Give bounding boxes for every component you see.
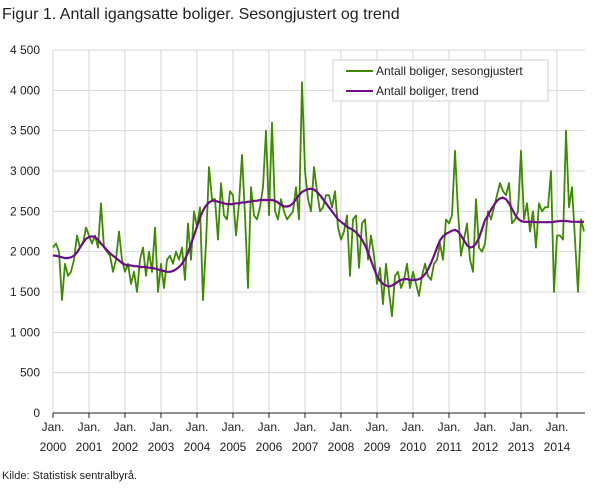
x-tick-label-month: Jan. xyxy=(366,420,389,434)
gridlines xyxy=(52,49,585,414)
y-tick-label: 1 500 xyxy=(10,285,40,299)
x-tick-label-month: Jan. xyxy=(510,420,533,434)
x-tick-label-month: Jan. xyxy=(186,420,209,434)
x-tick-label-year: 2002 xyxy=(112,440,139,454)
x-tick-label-year: 2013 xyxy=(508,440,535,454)
y-tick-label: 4 500 xyxy=(10,43,40,57)
legend-label-sesongjustert: Antall boliger, sesongjustert xyxy=(376,64,523,78)
x-tick-label-year: 2003 xyxy=(148,440,175,454)
y-tick-label: 4 000 xyxy=(10,83,40,97)
x-tick-label-month: Jan. xyxy=(114,420,137,434)
x-axis-ticks: Jan. 2000 Jan. 2001 Jan. 2002 Jan. 2003 Jan. 2004… xyxy=(40,412,585,454)
y-tick-label: 3 000 xyxy=(10,164,40,178)
x-tick-label-month: Jan. xyxy=(546,420,569,434)
legend: Antall boliger, sesongjustert Antall bol… xyxy=(332,59,549,102)
x-tick-label-month: Jan. xyxy=(474,420,497,434)
x-tick-label-year: 2004 xyxy=(184,440,211,454)
y-tick-label: 2 000 xyxy=(10,245,40,259)
chart-title: Figur 1. Antall igangsatte boliger. Seso… xyxy=(2,6,400,23)
x-tick-label-year: 2009 xyxy=(364,440,391,454)
x-tick-label-year: 2012 xyxy=(472,440,499,454)
series-line-trend xyxy=(53,187,584,288)
y-tick-label: 1 000 xyxy=(10,325,40,339)
x-tick-label-year: 2007 xyxy=(292,440,319,454)
x-tick-label-month: Jan. xyxy=(258,420,281,434)
legend-label-trend: Antall boliger, trend xyxy=(376,84,479,98)
x-tick-label-month: Jan. xyxy=(222,420,245,434)
y-tick-label: 500 xyxy=(20,366,40,380)
x-tick-label-year: 2005 xyxy=(220,440,247,454)
x-tick-label-year: 2011 xyxy=(436,440,462,454)
x-tick-label-year: 2000 xyxy=(40,440,67,454)
x-tick-label-year: 2001 xyxy=(76,440,103,454)
series-lines xyxy=(52,81,585,318)
x-tick-label-year: 2014 xyxy=(544,440,571,454)
x-tick-label-month: Jan. xyxy=(438,420,461,434)
x-tick-label-month: Jan. xyxy=(78,420,101,434)
x-tick-label-month: Jan. xyxy=(402,420,425,434)
y-axis-ticks: 0 500 1 000 1 500 2 000 2 500 3 000 3 500 4 000 4… xyxy=(10,43,40,420)
source-note: Kilde: Statistisk sentralbyrå. xyxy=(2,470,138,482)
y-tick-label: 3 500 xyxy=(10,124,40,138)
x-tick-label-month: Jan. xyxy=(330,420,353,434)
x-tick-label-year: 2010 xyxy=(400,440,427,454)
y-tick-label: 0 xyxy=(33,406,40,420)
x-tick-label-year: 2008 xyxy=(328,440,355,454)
x-tick-label-month: Jan. xyxy=(42,420,65,434)
x-tick-label-year: 2006 xyxy=(256,440,283,454)
x-tick-label-month: Jan. xyxy=(294,420,317,434)
legend-box xyxy=(332,59,549,102)
x-tick-label-month: Jan. xyxy=(150,420,173,434)
y-tick-label: 2 500 xyxy=(10,204,40,218)
